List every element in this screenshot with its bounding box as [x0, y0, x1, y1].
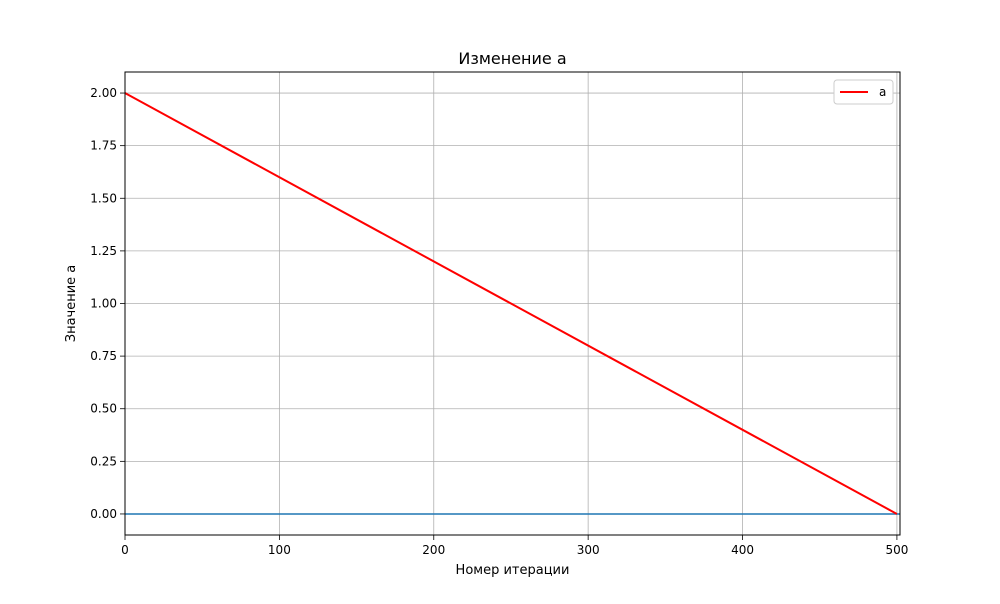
x-tick-label: 0: [121, 543, 129, 557]
x-tick-label: 500: [885, 543, 908, 557]
x-axis-label: Номер итерации: [456, 563, 570, 578]
y-tick-label: 2.00: [90, 86, 117, 100]
y-tick-label: 1.75: [90, 139, 117, 153]
y-tick-label: 0.25: [90, 454, 117, 468]
y-axis: 0.00 0.25 0.50 0.75 1.00 1.25 1.50 1.75 2.00: [90, 86, 125, 521]
x-tick-label: 200: [422, 543, 445, 557]
y-tick-label: 1.25: [90, 244, 117, 258]
y-tick-label: 0.50: [90, 402, 117, 416]
y-tick-label: 0.75: [90, 349, 117, 363]
series-group: [124, 92, 900, 515]
x-tick-label: 300: [577, 543, 600, 557]
y-axis-label: Значение a: [64, 265, 79, 343]
series-line-a: [124, 92, 898, 515]
x-tick-label: 400: [731, 543, 754, 557]
y-tick-label: 0.00: [90, 507, 117, 521]
x-axis: 0 100 200 300 400 500: [121, 535, 908, 557]
y-tick-label: 1.00: [90, 297, 117, 311]
x-tick-label: 100: [268, 543, 291, 557]
chart-title: Изменение a: [458, 49, 566, 68]
y-tick-label: 1.50: [90, 191, 117, 205]
legend-label: a: [879, 85, 886, 99]
legend: a: [833, 79, 894, 105]
